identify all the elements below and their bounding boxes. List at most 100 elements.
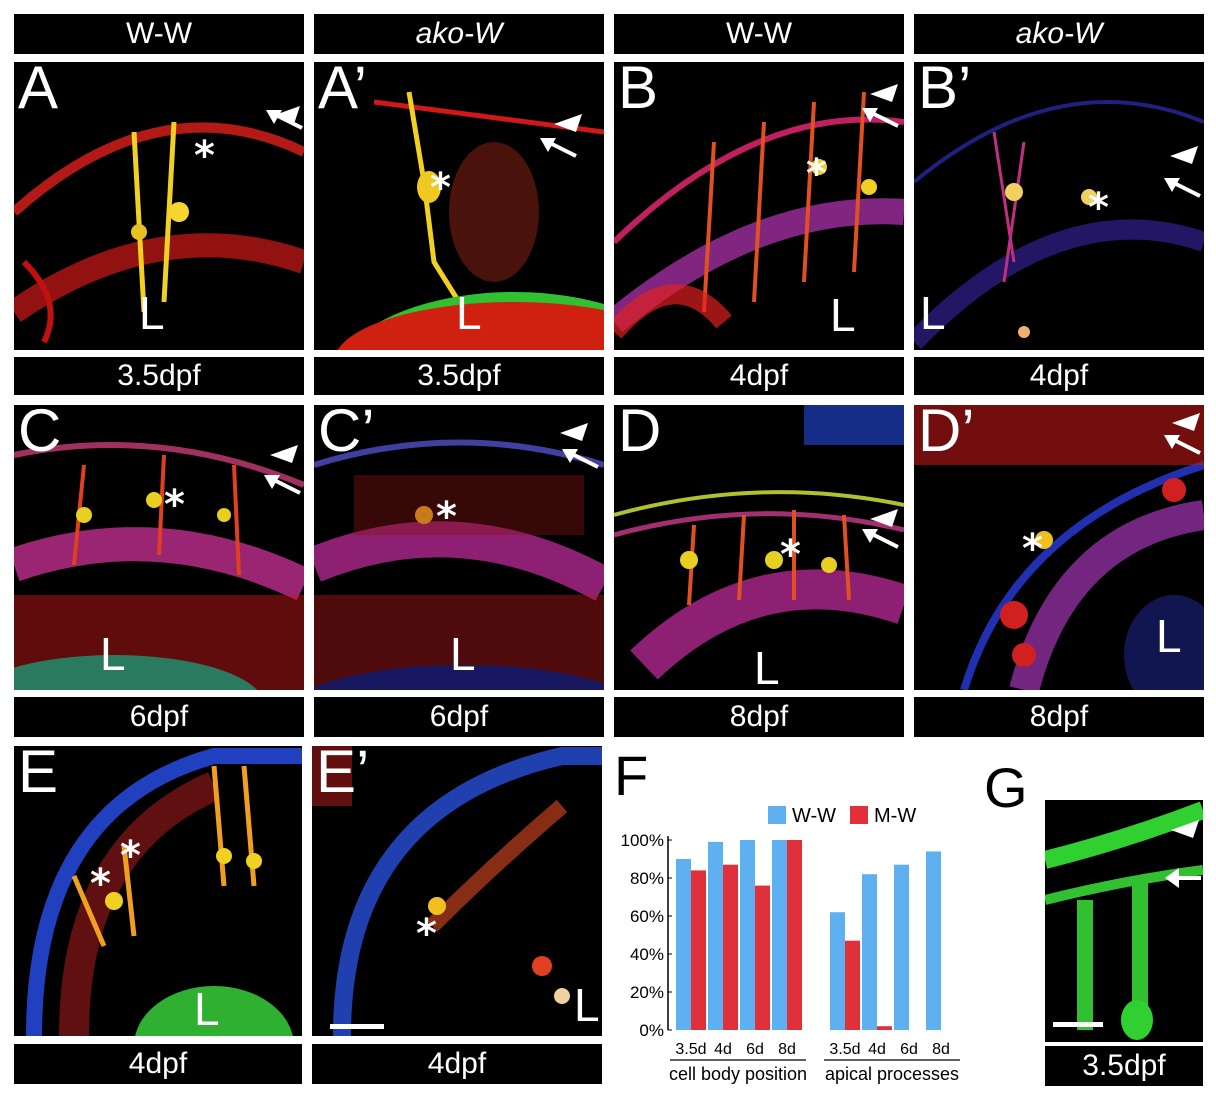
arrow-icon [562,449,599,469]
asterisk: * [430,165,451,211]
legend-swatch [850,806,868,824]
x-tick-label: 6d [900,1041,918,1058]
arrow-icon [862,108,899,128]
x-tick-label: 3.5d [829,1041,860,1058]
lens-label: L [574,979,600,1031]
x-tick-label: 4d [868,1041,886,1058]
lens-label: L [830,289,856,341]
lens-label: L [139,287,165,339]
bar-m-w [755,885,770,1030]
header-ww-1: W-W [14,14,304,54]
arrowhead-icon [272,106,300,124]
arrow-icon [862,529,899,549]
asterisk: * [120,833,141,879]
bar-w-w [926,851,941,1030]
arrowhead-icon [1172,413,1200,431]
scale-bar [330,1024,384,1029]
panel-c-prime: C’ L * [314,405,604,690]
chart-panel-label: F [614,744,649,807]
legend-swatch [768,806,786,824]
bar-w-w [708,841,723,1030]
micrograph-e [26,748,302,1036]
y-tick-label: 100% [621,831,664,850]
stage-bar-b-prime: 4dpf [914,357,1204,395]
asterisk: * [90,861,111,907]
header-ww-2: W-W [614,14,904,54]
bar-m-w [877,1026,892,1030]
panel-label-g: G [984,756,1028,819]
asterisk: * [1088,185,1109,231]
asterisk: * [164,482,185,528]
y-tick-label: 20% [630,983,664,1002]
lens-label: L [754,642,780,690]
stage-bar-a: 3.5dpf [14,357,304,395]
micrograph-c-prime [314,439,604,690]
micrograph-a-prime [337,91,604,350]
panel-b: B L * [614,62,904,350]
panel-label: D [618,405,662,464]
arrowhead-icon [870,509,898,527]
legend-label: M-W [874,805,916,827]
arrowhead-icon [870,84,898,102]
lens-label: L [194,983,220,1035]
scale-bar [1053,1022,1103,1027]
x-tick-label: 6d [746,1041,764,1058]
panel-d: D L * [614,405,904,690]
stage-bar-g: 3.5dpf [1045,1046,1203,1086]
micrograph-e-prime [312,746,602,1036]
panel-label: C’ [318,405,375,464]
arrowhead-icon [554,114,582,132]
micrograph-c [14,442,304,690]
stage-bar-e-prime: 4dpf [312,1044,602,1084]
arrowhead-icon [1170,146,1198,164]
micrograph-g [1045,801,1203,1040]
lens-label: L [100,628,126,680]
stage-bar-c-prime: 6dpf [314,697,604,737]
bar-m-w [787,840,802,1030]
arrow-icon [540,138,577,158]
bar-m-w [723,864,738,1030]
bar-chart: 0% 20% 40% 60% 80% 100% W-W M-W 3.5d 4d 6d 8d cell b… [621,805,960,1084]
asterisk: * [416,911,437,957]
arrow-icon [1165,868,1201,888]
asterisk: * [436,494,457,540]
y-tick-label: 60% [630,907,664,926]
header-ako-1: ako-W [314,14,604,54]
x-tick-label: 3.5d [675,1041,706,1058]
micrograph-b-prime [914,100,1204,349]
panel-label: B’ [918,62,972,121]
arrowhead-icon [560,423,588,441]
panel-g [1045,800,1203,1042]
micrograph-d [614,405,904,680]
stage-bar-c: 6dpf [14,697,304,737]
stage-bar-b: 4dpf [614,357,904,395]
y-tick-label: 0% [639,1021,664,1040]
panel-e-prime: E’ L * [312,746,602,1036]
arrowhead-icon [270,445,298,463]
bar-w-w [894,864,909,1030]
stage-bar-e: 4dpf [14,1044,302,1084]
bar-w-w [772,840,787,1030]
micrograph-d-prime [914,405,1204,690]
bar-w-w [830,912,845,1030]
x-tick-label: 8d [932,1041,950,1058]
x-tick-label: 4d [714,1041,732,1058]
panel-d-prime: D’ L * [914,405,1204,690]
bar-w-w [862,874,877,1030]
stage-bar-d-prime: 8dpf [914,697,1204,737]
panel-c: C L * [14,405,304,690]
asterisk: * [780,532,801,578]
asterisk: * [194,133,215,179]
panel-b-prime: B’ L * [914,62,1204,350]
panel-label: A’ [318,62,367,121]
panel-label: C [18,405,62,464]
micrograph-b [614,91,904,339]
arrowhead-icon [1171,820,1199,838]
panel-label: E’ [316,746,370,805]
asterisk: * [1022,526,1043,572]
stage-bar-a-prime: 3.5dpf [314,357,604,395]
bar-w-w [740,840,755,1030]
bar-m-w [845,940,860,1030]
y-tick-label: 80% [630,869,664,888]
stage-bar-d: 8dpf [614,697,904,737]
